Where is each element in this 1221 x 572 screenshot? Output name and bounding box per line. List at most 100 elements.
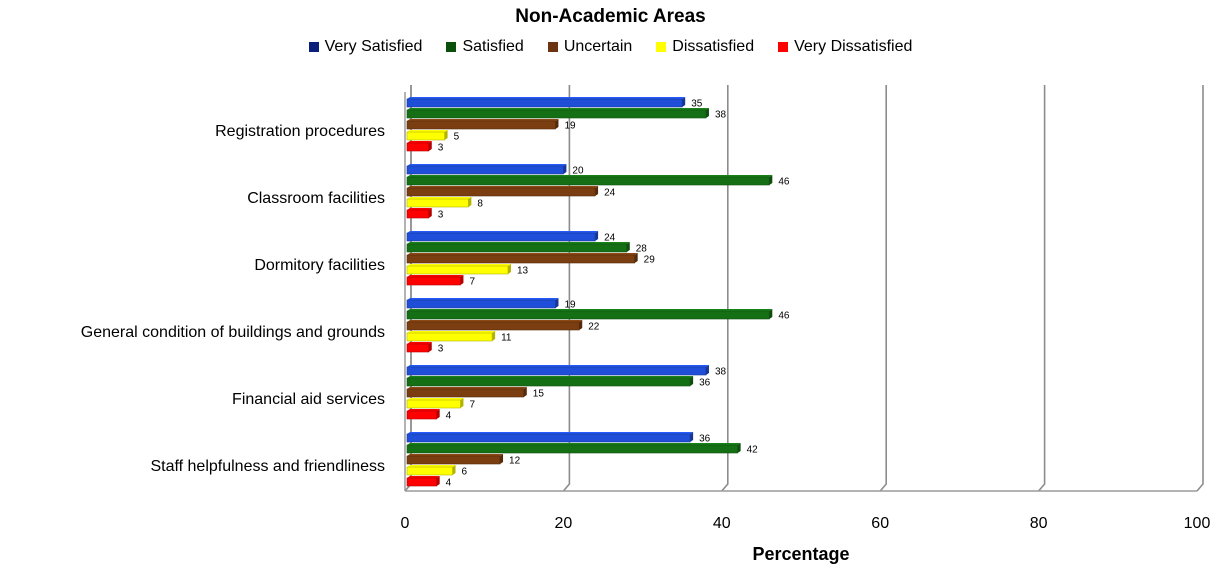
- bar: [406, 198, 469, 208]
- bar-top-face: [407, 197, 472, 199]
- bar: [406, 209, 430, 219]
- bar-end-cap: [436, 409, 440, 419]
- bar-top-face: [407, 97, 686, 99]
- data-label: 46: [778, 311, 790, 322]
- x-tick-label: 60: [871, 515, 889, 532]
- bar-top-face: [407, 141, 432, 143]
- legend-item: Very Satisfied: [308, 38, 423, 56]
- bar-top-face: [407, 454, 504, 456]
- bar-end-cap: [626, 242, 630, 252]
- bar: [406, 98, 683, 108]
- data-label: 6: [462, 467, 468, 478]
- legend-swatch: [547, 42, 558, 52]
- bar-end-cap: [428, 342, 432, 352]
- data-label: 7: [469, 400, 475, 411]
- category-label: General condition of buildings and groun…: [81, 324, 385, 341]
- gridline: [879, 85, 888, 492]
- bar-top-face: [407, 275, 464, 277]
- x-tick-label: 80: [1030, 515, 1048, 532]
- bar-top-face: [407, 264, 511, 266]
- bar-top-face: [407, 164, 567, 166]
- legend-swatch: [656, 42, 667, 52]
- bar-end-cap: [555, 298, 559, 308]
- legend-swatch: [446, 42, 457, 52]
- bar-top-face: [407, 387, 527, 389]
- bar-end-cap: [769, 309, 773, 319]
- legend-item: Very Dissatisfied: [778, 38, 912, 56]
- x-tick-label: 0: [401, 515, 410, 532]
- bar-top-face: [407, 365, 709, 367]
- bar-end-cap: [500, 454, 504, 464]
- data-label: 13: [517, 266, 529, 277]
- bar-top-face: [407, 175, 773, 177]
- bar: [406, 455, 501, 465]
- legend-label: Very Satisfied: [324, 38, 423, 55]
- category-label: Financial aid services: [232, 391, 385, 408]
- data-label: 19: [564, 300, 576, 311]
- data-label: 42: [747, 445, 759, 456]
- data-label: 38: [715, 367, 727, 378]
- bar: [406, 299, 556, 309]
- legend-item: Uncertain: [547, 38, 632, 56]
- bar-top-face: [407, 119, 559, 121]
- legend-item: Dissatisfied: [656, 38, 754, 56]
- legend: Very Satisfied Satisfied Uncertain Dissatis…: [0, 38, 1221, 56]
- category-label: Classroom facilities: [247, 190, 385, 207]
- category-label: Staff helpfulness and friendliness: [150, 458, 385, 475]
- bar-top-face: [407, 409, 440, 411]
- data-label: 29: [644, 255, 656, 266]
- bar-end-cap: [595, 186, 599, 196]
- gridline: [1037, 85, 1046, 492]
- bar-end-cap: [436, 476, 440, 486]
- bar-end-cap: [507, 264, 511, 274]
- data-label: 36: [699, 434, 711, 445]
- bar-top-face: [407, 208, 432, 210]
- x-tick-label: 100: [1184, 515, 1211, 532]
- bar: [406, 310, 770, 320]
- bar: [406, 399, 461, 409]
- chart-title: Non-Academic Areas: [515, 6, 706, 27]
- bar-top-face: [407, 376, 694, 378]
- data-label: 38: [715, 110, 727, 121]
- bar: [406, 388, 525, 398]
- bar: [406, 131, 445, 141]
- bar: [406, 332, 493, 342]
- bar-end-cap: [737, 443, 741, 453]
- bar-top-face: [407, 398, 464, 400]
- bar-top-face: [407, 231, 599, 233]
- bar-end-cap: [444, 130, 448, 140]
- category-label: Registration procedures: [215, 123, 385, 140]
- bar-top-face: [407, 320, 583, 322]
- legend-label: Dissatisfied: [672, 38, 755, 55]
- bar-top-face: [407, 309, 773, 311]
- bar-top-face: [407, 331, 496, 333]
- bar-end-cap: [428, 141, 432, 151]
- bar-end-cap: [468, 197, 472, 207]
- data-label: 28: [636, 244, 648, 255]
- x-tick-label: 40: [713, 515, 731, 532]
- bar-end-cap: [705, 365, 709, 375]
- data-label: 3: [438, 143, 444, 154]
- bar: [406, 410, 437, 420]
- bar: [406, 254, 635, 264]
- bar: [406, 343, 430, 353]
- data-label: 3: [438, 344, 444, 355]
- data-label: 4: [446, 411, 452, 422]
- legend-swatch: [778, 42, 789, 52]
- bar-top-face: [407, 342, 432, 344]
- bar: [406, 377, 691, 387]
- data-label: 46: [778, 177, 790, 188]
- data-label: 19: [564, 121, 576, 132]
- bar-top-face: [407, 242, 630, 244]
- data-label: 11: [501, 333, 512, 344]
- bar-top-face: [407, 186, 599, 188]
- gridline: [562, 85, 571, 492]
- gridline: [1196, 85, 1204, 492]
- bar-end-cap: [460, 275, 464, 285]
- bar-end-cap: [428, 208, 432, 218]
- bar-top-face: [407, 476, 440, 478]
- bar: [406, 120, 556, 130]
- bar-top-face: [407, 298, 559, 300]
- bar: [406, 187, 596, 197]
